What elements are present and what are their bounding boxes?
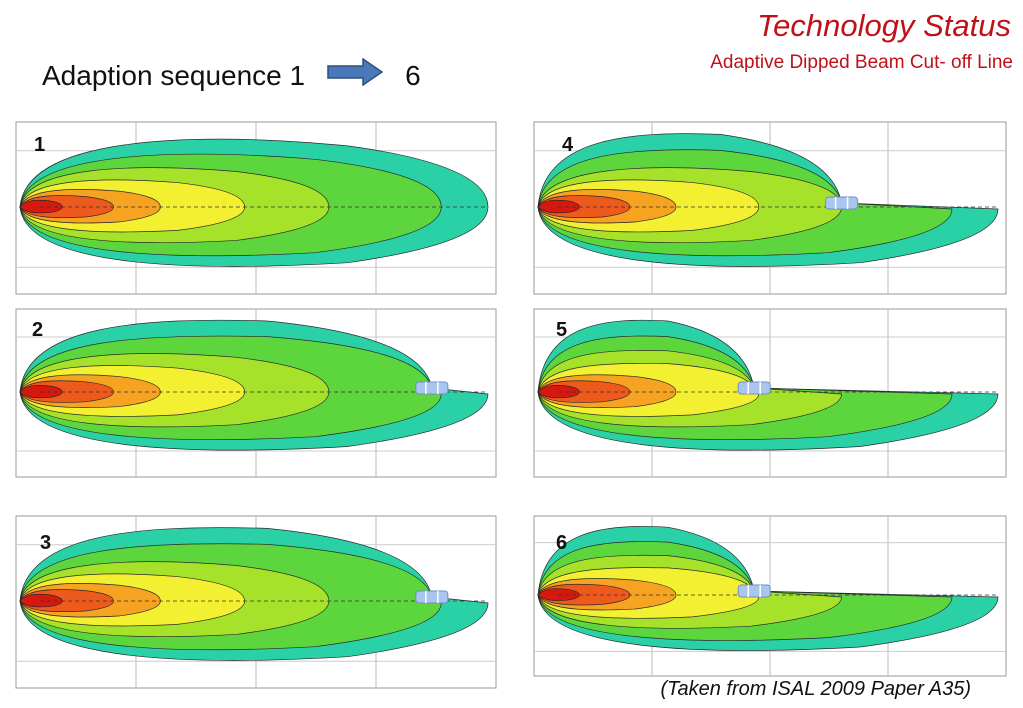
oncoming-car-icon [825,196,859,210]
oncoming-car-icon [415,590,449,604]
source-caption: (Taken from ISAL 2009 Paper A35) [660,678,971,700]
panel-label: 2 [32,319,44,341]
beam-pattern-panel-2: 2 [12,305,502,483]
panel-label: 4 [562,134,574,156]
oncoming-car-icon [415,381,449,395]
beam-pattern-panel-5: 5 [530,305,1012,483]
slide-subtitle: Adaptive Dipped Beam Cut- off Line [710,52,1013,73]
oncoming-car-icon [737,584,771,598]
panel-label: 3 [40,532,52,554]
isolux-contour [19,385,63,399]
right-arrow-icon [327,57,384,93]
beam-pattern-panel-4: 4 [530,118,1012,300]
isolux-contour [537,385,580,399]
panel-label: 5 [556,319,568,341]
beam-pattern-panel-6: 6 [530,512,1012,682]
isolux-contour [19,593,63,608]
panel-label: 6 [556,532,568,554]
oncoming-car-icon [737,381,771,395]
sequence-heading-suffix: 6 [405,59,421,91]
slide-title: Technology Status [757,8,1011,43]
isolux-contour [537,199,580,214]
beam-pattern-panel-3: 3 [12,512,502,694]
panel-label: 1 [34,134,46,156]
sequence-heading: Adaption sequence 1 6 [42,57,421,93]
beam-pattern-panel-1: 1 [12,118,502,300]
sequence-heading-prefix: Adaption sequence 1 [42,59,306,91]
isolux-contour [19,199,63,214]
